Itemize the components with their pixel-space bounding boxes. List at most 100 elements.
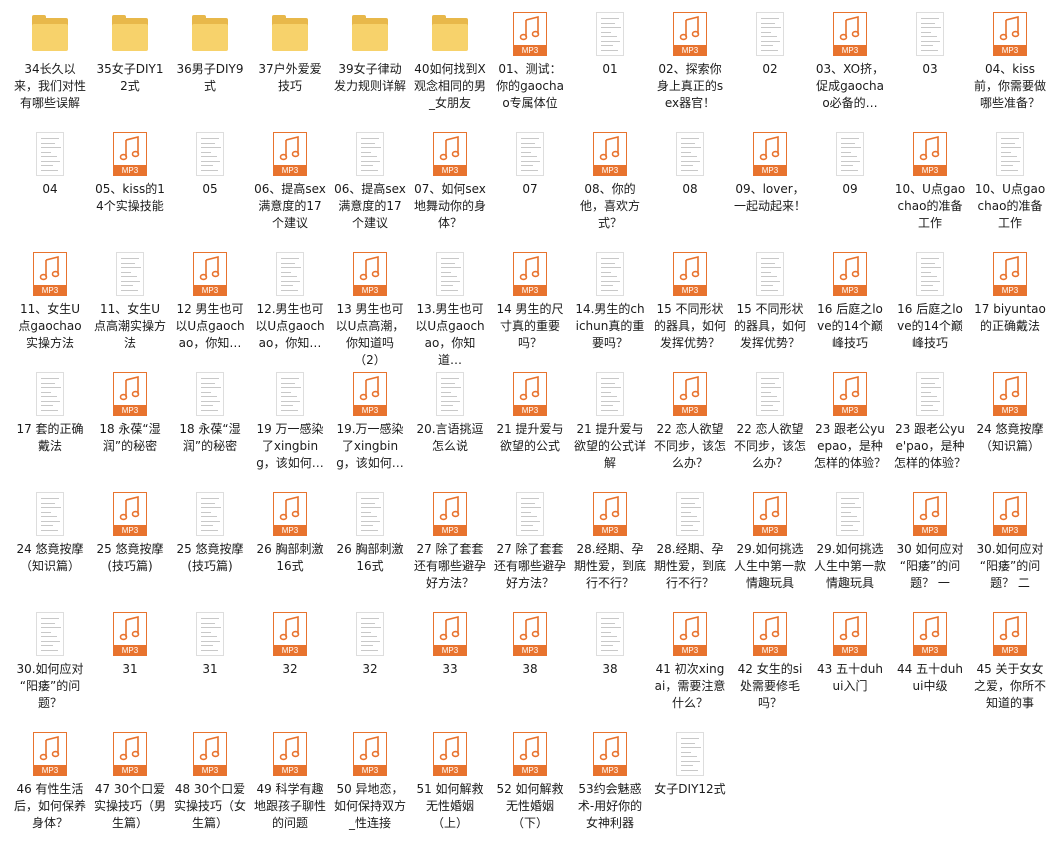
file-item[interactable]: 05 bbox=[170, 126, 250, 246]
file-item[interactable]: 19 万一感染了xingbing，该如何… bbox=[250, 366, 330, 486]
file-item[interactable]: 36男子DIY9式 bbox=[170, 6, 250, 126]
file-item[interactable]: MP3 50 异地恋，如何保持双方_性连接 bbox=[330, 726, 410, 846]
file-item[interactable]: 26 胸部刺激16式 bbox=[330, 486, 410, 606]
file-item[interactable]: MP3 24 悠竟按摩（知识篇） bbox=[970, 366, 1050, 486]
doc-line bbox=[841, 147, 861, 148]
file-item[interactable]: MP3 23 跟老公yuepao，是种怎样的体验？ bbox=[810, 366, 890, 486]
file-item[interactable]: 37户外爱爱技巧 bbox=[250, 6, 330, 126]
file-item[interactable]: 04 bbox=[10, 126, 90, 246]
file-item[interactable]: MP3 32 bbox=[250, 606, 330, 726]
file-item[interactable]: 27 除了套套 还有哪些避孕好方法？ bbox=[490, 486, 570, 606]
file-item[interactable]: MP3 01、测试：你的gaochao专属体位 bbox=[490, 6, 570, 126]
file-item[interactable]: MP3 12 男生也可以U点gaochao，你知… bbox=[170, 246, 250, 366]
doc-line bbox=[201, 400, 220, 402]
file-item[interactable]: 16 后庭之love的14个巅峰技巧 bbox=[890, 246, 970, 366]
file-item[interactable]: MP3 19.万一感染了xingbing，该如何… bbox=[330, 366, 410, 486]
file-item[interactable]: MP3 08、你的他，喜欢方式？ bbox=[570, 126, 650, 246]
file-item[interactable]: 35女子DIY12式 bbox=[90, 6, 170, 126]
file-item[interactable]: 14.男生的chichun真的重要吗？ bbox=[570, 246, 650, 366]
file-item[interactable]: MP3 52 如何解救无性婚姻（下） bbox=[490, 726, 570, 846]
file-item[interactable]: 11、女生U点高潮实操方法 bbox=[90, 246, 170, 366]
file-item[interactable]: MP3 46 有性生活后，如何保养身体？ bbox=[10, 726, 90, 846]
file-item[interactable]: 17 套的正确戴法 bbox=[10, 366, 90, 486]
file-item[interactable]: 12.男生也可以U点gaochao，你知… bbox=[250, 246, 330, 366]
file-item[interactable]: 20.言语挑逗怎么说 bbox=[410, 366, 490, 486]
doc-icon bbox=[90, 252, 170, 298]
file-item[interactable]: 09 bbox=[810, 126, 890, 246]
doc-thumbnail bbox=[196, 132, 224, 176]
file-item[interactable]: MP3 51 如何解救无性婚姻（上） bbox=[410, 726, 490, 846]
file-item[interactable]: MP3 11、女生U点gaochao实操方法 bbox=[10, 246, 90, 366]
file-item[interactable]: MP3 13 男生也可以U点高潮，你知道吗（2） bbox=[330, 246, 410, 367]
file-item[interactable]: MP3 30.如何应对“阳痿”的问题？ 二 bbox=[970, 486, 1050, 606]
file-item[interactable]: MP3 14 男生的尺寸真的重要吗？ bbox=[490, 246, 570, 366]
file-item[interactable]: 32 bbox=[330, 606, 410, 726]
file-item[interactable]: 30.如何应对“阳痿”的问题？ bbox=[10, 606, 90, 726]
file-item[interactable]: MP3 18 永葆“湿润”的秘密 bbox=[90, 366, 170, 486]
file-item[interactable]: MP3 21 提升爱与欲望的公式 bbox=[490, 366, 570, 486]
doc-thumbnail bbox=[356, 132, 384, 176]
file-item[interactable]: MP3 15 不同形状的器具，如何发挥优势？ bbox=[650, 246, 730, 366]
file-item[interactable]: 38 bbox=[570, 606, 650, 726]
file-item[interactable]: 女子DIY12式 bbox=[650, 726, 730, 846]
file-item[interactable]: MP3 06、提高sex满意度的17个建议 bbox=[250, 126, 330, 246]
file-item[interactable]: MP3 53约会魅惑术-用好你的女神利器 bbox=[570, 726, 650, 846]
file-item[interactable]: MP3 28.经期、孕期性爱，到底行不行？ bbox=[570, 486, 650, 606]
file-item[interactable]: MP3 29.如何挑选人生中第一款情趣玩具 bbox=[730, 486, 810, 606]
file-item[interactable]: 40如何找到X观念相同的男_女朋友 bbox=[410, 6, 490, 126]
file-item[interactable]: MP3 03、XO挤，促成gaochao必备的… bbox=[810, 6, 890, 126]
file-item[interactable]: MP3 02、探索你身上真正的sex器官！ bbox=[650, 6, 730, 126]
file-item[interactable]: 23 跟老公yue'pao，是种怎样的体验？ bbox=[890, 366, 970, 486]
doc-line bbox=[601, 45, 613, 46]
file-item[interactable]: 13.男生也可以U点gaochao，你知道… bbox=[410, 246, 490, 367]
file-item[interactable]: 25 悠竟按摩(技巧篇) bbox=[170, 486, 250, 606]
file-item[interactable]: 28.经期、孕期性爱，到底行不行？ bbox=[650, 486, 730, 606]
file-item[interactable]: 34长久以来，我们对性有哪些误解 bbox=[10, 6, 90, 126]
file-item[interactable]: 18 永葆“湿润”的秘密 bbox=[170, 366, 250, 486]
file-item[interactable]: 07 bbox=[490, 126, 570, 246]
file-item[interactable]: MP3 38 bbox=[490, 606, 570, 726]
file-item[interactable]: MP3 26 胸部刺激16式 bbox=[250, 486, 330, 606]
file-item[interactable]: MP3 22 恋人欲望不同步，该怎么办？ bbox=[650, 366, 730, 486]
file-item[interactable]: MP3 49 科学有趣地跟孩子聊性的问题 bbox=[250, 726, 330, 846]
file-item[interactable]: 03 bbox=[890, 6, 970, 126]
file-item[interactable]: MP3 25 悠竟按摩(技巧篇) bbox=[90, 486, 170, 606]
file-item[interactable]: 10、U点gaochao的准备工作 bbox=[970, 126, 1050, 246]
file-item[interactable]: MP3 41 初次xingai，需要注意什么？ bbox=[650, 606, 730, 726]
file-item[interactable]: MP3 43 五十duhui入门 bbox=[810, 606, 890, 726]
file-item[interactable]: MP3 42 女生的si处需要修毛吗？ bbox=[730, 606, 810, 726]
file-label: 10、U点gaochao的准备工作 bbox=[894, 182, 966, 230]
file-item[interactable]: MP3 30 如何应对“阳痿”的问题？ 一 bbox=[890, 486, 970, 606]
file-item[interactable]: 06、提高sex满意度的17个建议 bbox=[330, 126, 410, 246]
file-item[interactable]: MP3 10、U点gaochao的准备工作 bbox=[890, 126, 970, 246]
doc-line bbox=[201, 525, 213, 526]
file-item[interactable]: 29.如何挑选人生中第一款情趣玩具 bbox=[810, 486, 890, 606]
doc-line bbox=[121, 271, 131, 273]
file-label: 05 bbox=[202, 182, 218, 196]
file-item[interactable]: 22 恋人欲望不同步，该怎么办？ bbox=[730, 366, 810, 486]
file-item[interactable]: MP3 27 除了套套 还有哪些避孕好方法？ bbox=[410, 486, 490, 606]
file-item[interactable]: MP3 48 30个口爱实操技巧（女生篇） bbox=[170, 726, 250, 846]
doc-line bbox=[361, 151, 371, 153]
file-item[interactable]: MP3 47 30个口爱实操技巧（男生篇） bbox=[90, 726, 170, 846]
file-item[interactable]: MP3 07、如何sex地舞动你的身体？ bbox=[410, 126, 490, 246]
file-item[interactable]: 08 bbox=[650, 126, 730, 246]
file-item[interactable]: MP3 31 bbox=[90, 606, 170, 726]
file-item[interactable]: 31 bbox=[170, 606, 250, 726]
file-item[interactable]: MP3 16 后庭之love的14个巅峰技巧 bbox=[810, 246, 890, 366]
file-item[interactable]: 01 bbox=[570, 6, 650, 126]
file-item[interactable]: 21 提升爱与欲望的公式详解 bbox=[570, 366, 650, 486]
file-item[interactable]: MP3 17 biyuntao的正确戴法 bbox=[970, 246, 1050, 366]
file-item[interactable]: MP3 05、kiss的14个实操技能 bbox=[90, 126, 170, 246]
file-item[interactable]: MP3 44 五十duhui中级 bbox=[890, 606, 970, 726]
file-item[interactable]: MP3 09、lover，一起动起来！ bbox=[730, 126, 810, 246]
file-item[interactable]: 15 不同形状的器具，如何发挥优势？ bbox=[730, 246, 810, 366]
file-item[interactable]: 39女子律动发力规则详解 bbox=[330, 6, 410, 126]
file-item[interactable]: MP3 04、kiss前，你需要做哪些准备？ bbox=[970, 6, 1050, 126]
doc-line bbox=[281, 267, 301, 268]
file-item[interactable]: MP3 33 bbox=[410, 606, 490, 726]
music-note bbox=[519, 735, 541, 766]
file-item[interactable]: MP3 45 关于女女之爱，你所不知道的事 bbox=[970, 606, 1050, 726]
file-item[interactable]: 24 悠竟按摩（知识篇） bbox=[10, 486, 90, 606]
file-item[interactable]: 02 bbox=[730, 6, 810, 126]
